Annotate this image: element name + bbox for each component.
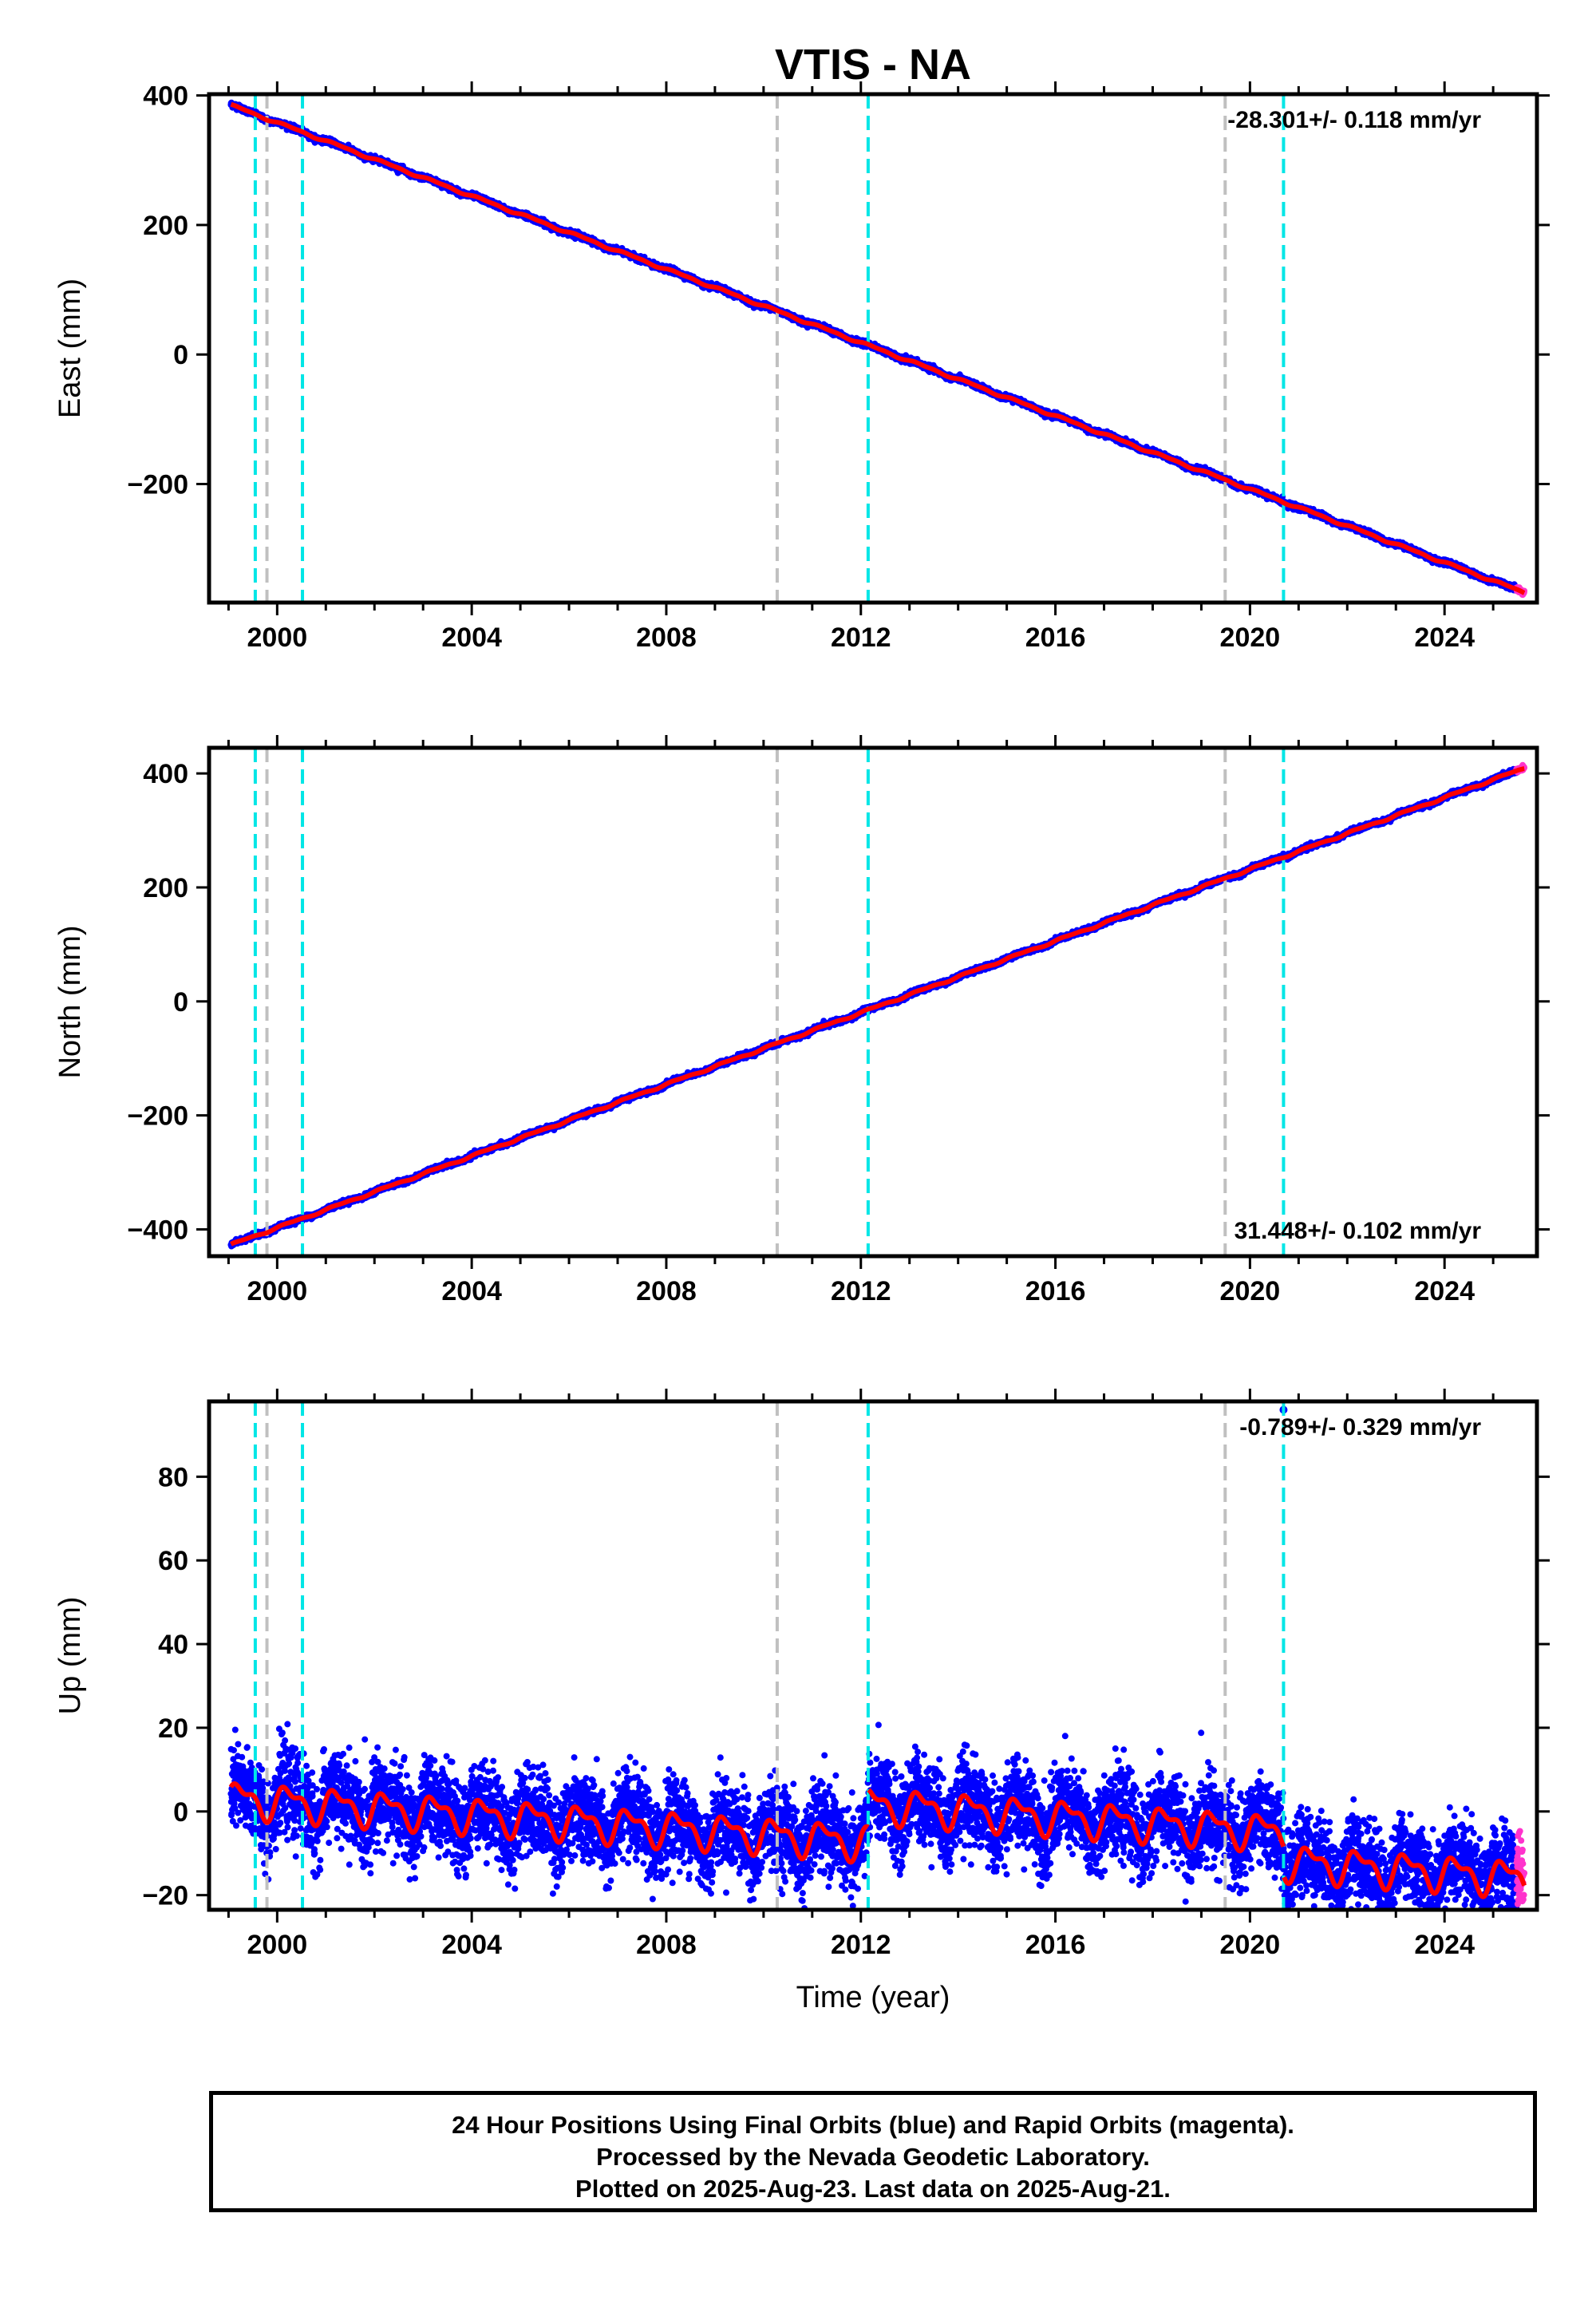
rate-label: -28.301+/- 0.118 mm/yr (1227, 107, 1481, 133)
y-tick-label: 200 (143, 211, 188, 241)
y-tick-label: 200 (143, 873, 188, 903)
plot-frame (207, 1399, 1539, 1912)
y-axis-label: North (mm) (53, 925, 87, 1078)
y-tick-label: 60 (158, 1546, 188, 1576)
y-tick-label: −200 (127, 1101, 188, 1132)
up-panel: 2000 2004 2008 2012 2016 2020 2024 −20 0 20 40 60 80… (53, 1389, 1550, 2014)
y-tick-label: 40 (158, 1630, 188, 1660)
rapid-orbit-points (1513, 1828, 1528, 1907)
y-tick-label: 0 (173, 340, 188, 370)
x-tick-label: 2000 (247, 622, 308, 653)
x-tick-label: 2020 (1220, 622, 1281, 653)
x-tick-label: 2004 (441, 1276, 502, 1306)
x-tick-label: 2008 (636, 1930, 697, 1960)
y-tick-label: 20 (158, 1713, 188, 1744)
x-tick-label: 2004 (441, 1930, 502, 1960)
model-fit-line (228, 1780, 1527, 1899)
east-panel: 2000 2004 2008 2012 2016 2020 2024 −200 0 200 400 E… (53, 81, 1550, 653)
x-tick-label: 2004 (441, 622, 502, 653)
x-tick-label: 2012 (831, 622, 891, 653)
x-tick-label: 2024 (1414, 622, 1475, 653)
x-tick-label: 2024 (1414, 1930, 1475, 1960)
rate-label: -0.789+/- 0.329 mm/yr (1239, 1414, 1481, 1441)
x-tick-label: 2020 (1220, 1930, 1281, 1960)
y-tick-label: 80 (158, 1462, 188, 1492)
rapid-orbit-dots (1513, 1828, 1528, 1907)
y-tick-label: 400 (143, 759, 188, 789)
figure-title: VTIS - NA (775, 41, 971, 89)
north-panel: 2000 2004 2008 2012 2016 2020 2024 −400 −200 0 200… (53, 735, 1550, 1306)
x-axis-label: Time (year) (796, 1981, 950, 2014)
x-tick-label: 2024 (1414, 1276, 1475, 1306)
x-tick-label: 2000 (247, 1276, 308, 1306)
x-tick-label: 2008 (636, 622, 697, 653)
x-tick-label: 2008 (636, 1276, 697, 1306)
x-tick-label: 2000 (247, 1930, 308, 1960)
y-tick-label: −400 (127, 1215, 188, 1245)
y-tick-label: 0 (173, 987, 188, 1018)
y-tick-label: −20 (142, 1881, 188, 1911)
y-axis-label: East (mm) (53, 279, 87, 418)
x-tick-label: 2012 (831, 1276, 891, 1306)
x-tick-label: 2016 (1025, 1930, 1086, 1960)
plot-frame (207, 92, 1539, 605)
x-tick-label: 2012 (831, 1930, 891, 1960)
footer-line-2: Processed by the Nevada Geodetic Laborat… (596, 2143, 1150, 2171)
footer-line-3: Plotted on 2025-Aug-23. Last data on 202… (575, 2175, 1171, 2203)
model-fit-line (230, 766, 1525, 1247)
footer-box: 24 Hour Positions Using Final Orbits (bl… (209, 2091, 1537, 2212)
model-fit-line (230, 101, 1526, 595)
y-tick-label: 0 (173, 1797, 188, 1828)
final-orbit-points (227, 1721, 1520, 1910)
x-tick-label: 2016 (1025, 622, 1086, 653)
x-tick-label: 2020 (1220, 1276, 1281, 1306)
y-tick-label: −200 (127, 470, 188, 500)
y-axis-label: Up (mm) (53, 1597, 87, 1715)
rate-label: 31.448+/- 0.102 mm/yr (1235, 1218, 1482, 1244)
x-tick-label: 2016 (1025, 1276, 1086, 1306)
footer-line-1: 24 Hour Positions Using Final Orbits (bl… (452, 2111, 1294, 2139)
final-orbit-dots (227, 1721, 1520, 1910)
y-tick-label: 400 (143, 81, 188, 112)
